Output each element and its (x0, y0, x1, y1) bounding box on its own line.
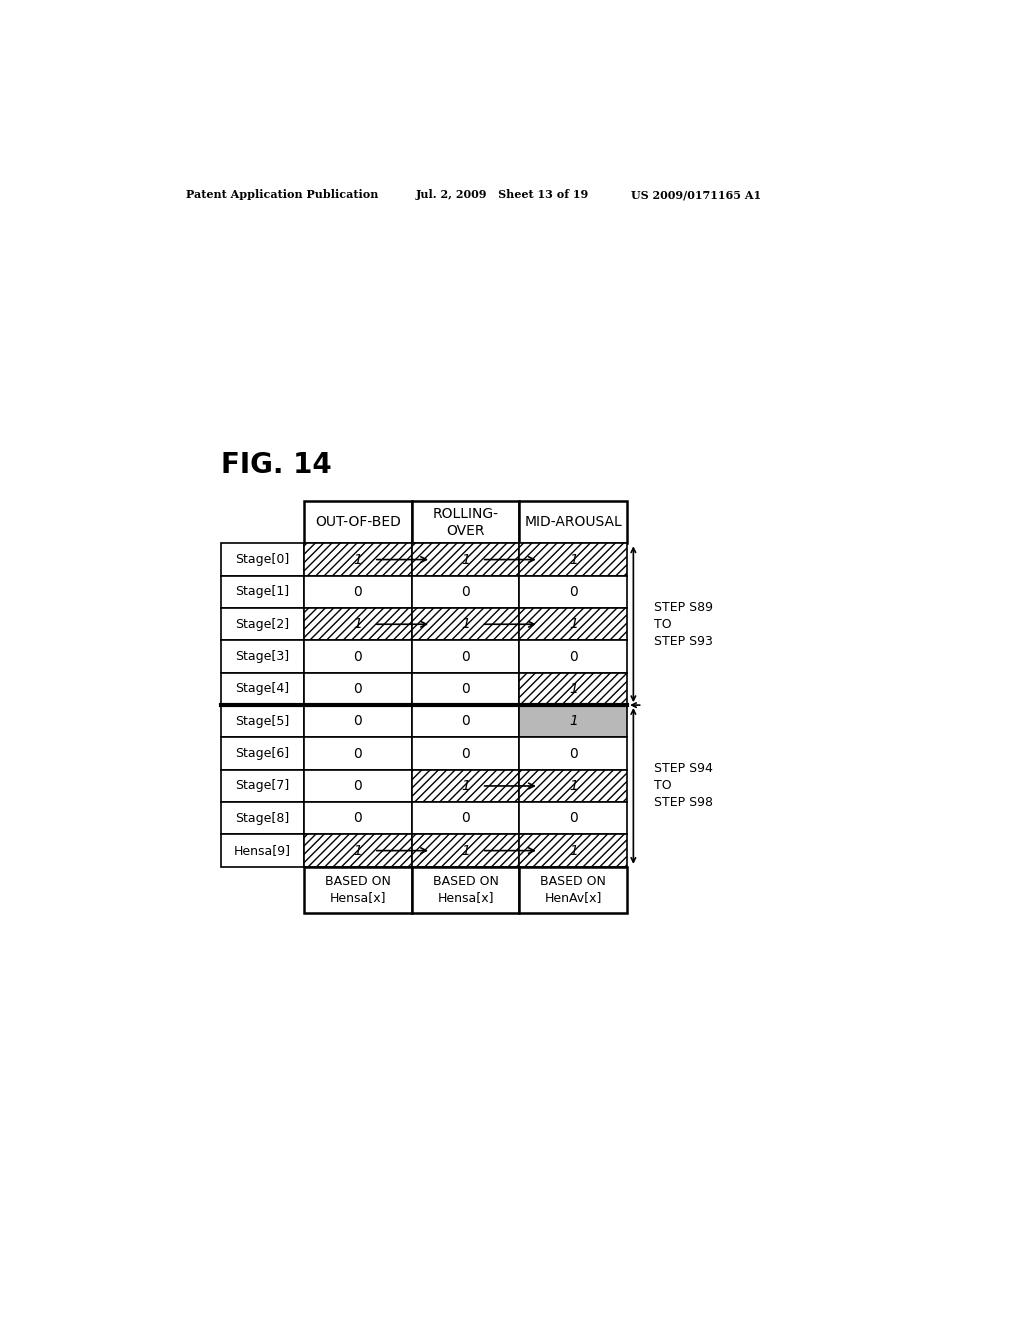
Text: 1: 1 (569, 553, 578, 566)
Bar (412, 738, 519, 770)
Bar (412, 502, 519, 544)
Text: 1: 1 (461, 843, 470, 858)
Text: 0: 0 (353, 747, 362, 760)
Text: Stage[5]: Stage[5] (236, 714, 290, 727)
Text: 0: 0 (353, 779, 362, 793)
Text: Hensa[9]: Hensa[9] (234, 843, 291, 857)
Text: 1: 1 (353, 618, 362, 631)
Text: 0: 0 (569, 649, 578, 664)
Text: 0: 0 (569, 812, 578, 825)
Text: ROLLING-
OVER: ROLLING- OVER (432, 507, 499, 537)
Bar (221, 770, 304, 803)
Text: 1: 1 (569, 714, 578, 729)
Bar (412, 770, 519, 803)
Text: Stage[1]: Stage[1] (236, 585, 290, 598)
Text: Stage[0]: Stage[0] (236, 553, 290, 566)
Bar (519, 640, 628, 673)
Bar (519, 576, 628, 609)
Text: 0: 0 (569, 747, 578, 760)
Bar (519, 502, 628, 544)
Text: 1: 1 (569, 779, 578, 793)
Text: Stage[7]: Stage[7] (236, 779, 290, 792)
Bar (221, 673, 304, 705)
Bar (519, 803, 628, 834)
Text: Stage[2]: Stage[2] (236, 618, 290, 631)
Text: STEP S94
TO
STEP S98: STEP S94 TO STEP S98 (654, 763, 713, 809)
Bar (304, 673, 412, 705)
Bar (519, 609, 628, 640)
Text: 0: 0 (353, 714, 362, 729)
Bar (412, 834, 519, 867)
Bar (304, 640, 412, 673)
Text: 1: 1 (569, 682, 578, 696)
Bar (304, 609, 412, 640)
Bar (412, 705, 519, 738)
Text: 0: 0 (461, 649, 470, 664)
Text: Stage[4]: Stage[4] (236, 682, 290, 696)
Bar (412, 576, 519, 609)
Bar (412, 640, 519, 673)
Text: 0: 0 (353, 649, 362, 664)
Bar (412, 867, 519, 913)
Text: MID-AROUSAL: MID-AROUSAL (524, 515, 623, 529)
Bar (221, 544, 304, 576)
Text: Stage[6]: Stage[6] (236, 747, 290, 760)
Bar (221, 640, 304, 673)
Text: 1: 1 (461, 779, 470, 793)
Text: Stage[8]: Stage[8] (236, 812, 290, 825)
Bar (519, 544, 628, 576)
Bar (304, 502, 412, 544)
Bar (412, 544, 519, 576)
Bar (221, 738, 304, 770)
Bar (412, 673, 519, 705)
Text: 0: 0 (569, 585, 578, 599)
Text: 1: 1 (461, 618, 470, 631)
Bar (304, 544, 412, 576)
Bar (519, 770, 628, 803)
Text: 1: 1 (461, 553, 470, 566)
Text: 0: 0 (353, 812, 362, 825)
Text: 1: 1 (569, 843, 578, 858)
Text: BASED ON
Hensa[x]: BASED ON Hensa[x] (325, 875, 390, 904)
Bar (519, 705, 628, 738)
Text: 1: 1 (353, 553, 362, 566)
Bar (221, 609, 304, 640)
Text: US 2009/0171165 A1: US 2009/0171165 A1 (631, 189, 761, 201)
Text: BASED ON
HenAv[x]: BASED ON HenAv[x] (541, 875, 606, 904)
Bar (221, 834, 304, 867)
Bar (519, 834, 628, 867)
Bar (304, 770, 412, 803)
Text: 0: 0 (461, 714, 470, 729)
Text: 0: 0 (353, 585, 362, 599)
Bar (304, 834, 412, 867)
Bar (412, 609, 519, 640)
Bar (304, 738, 412, 770)
Bar (519, 867, 628, 913)
Text: BASED ON
Hensa[x]: BASED ON Hensa[x] (432, 875, 499, 904)
Text: FIG. 14: FIG. 14 (221, 451, 332, 479)
Text: 0: 0 (353, 682, 362, 696)
Text: OUT-OF-BED: OUT-OF-BED (314, 515, 400, 529)
Text: STEP S89
TO
STEP S93: STEP S89 TO STEP S93 (654, 601, 713, 648)
Bar (519, 738, 628, 770)
Text: 0: 0 (461, 682, 470, 696)
Text: 1: 1 (569, 618, 578, 631)
Bar (304, 576, 412, 609)
Text: 0: 0 (461, 812, 470, 825)
Text: 0: 0 (461, 747, 470, 760)
Text: Stage[3]: Stage[3] (236, 649, 290, 663)
Bar (304, 705, 412, 738)
Bar (221, 803, 304, 834)
Text: 0: 0 (461, 585, 470, 599)
Text: Patent Application Publication: Patent Application Publication (186, 189, 379, 201)
Bar (519, 673, 628, 705)
Bar (221, 576, 304, 609)
Bar (412, 803, 519, 834)
Text: 1: 1 (353, 843, 362, 858)
Bar (304, 867, 412, 913)
Bar (221, 705, 304, 738)
Text: Jul. 2, 2009   Sheet 13 of 19: Jul. 2, 2009 Sheet 13 of 19 (416, 189, 589, 201)
Bar (304, 803, 412, 834)
